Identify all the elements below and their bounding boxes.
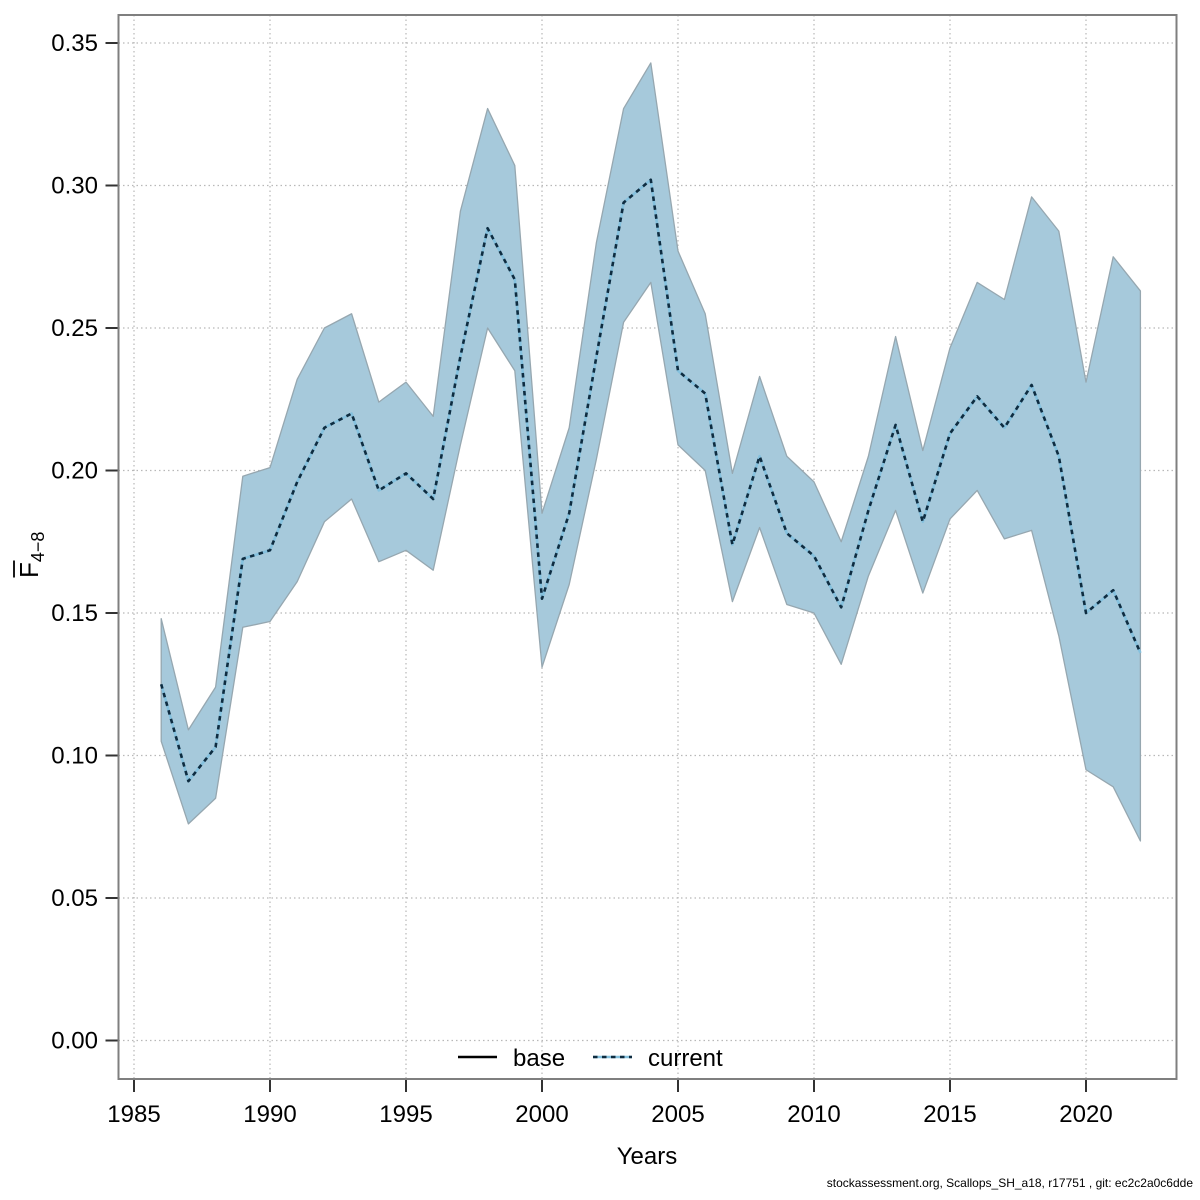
y-tick-label-0.05: 0.05 [51, 885, 98, 912]
x-tick-label-2005: 2005 [651, 1101, 704, 1128]
legend: base current [458, 1045, 723, 1072]
x-tick-label-1995: 1995 [379, 1101, 432, 1128]
legend-current-label: current [648, 1045, 723, 1072]
legend-base-label: base [513, 1045, 565, 1072]
y-axis-label: F4−8 [13, 532, 48, 578]
current-line [159, 178, 1142, 783]
y-tick-label-0.20: 0.20 [51, 458, 98, 485]
x-axis-label: Years [617, 1143, 678, 1170]
y-tick-label-0.10: 0.10 [51, 743, 98, 770]
x-tick-label-2000: 2000 [515, 1101, 568, 1128]
x-tick-label-2015: 2015 [923, 1101, 976, 1128]
y-tick-label-0.30: 0.30 [51, 173, 98, 200]
x-tick-label-2020: 2020 [1059, 1101, 1112, 1128]
y-axis-label-text: F4−8 [14, 532, 48, 578]
x-tick-label-1985: 1985 [107, 1101, 160, 1128]
plot-area: 1985 1990 1995 2000 2005 2010 2015 2020 0.00 0.05… [51, 15, 1177, 1128]
footer-caption: stockassessment.org, Scallops_SH_a18, r1… [827, 1176, 1194, 1190]
y-tick-label-0.00: 0.00 [51, 1028, 98, 1055]
y-tick-label-0.15: 0.15 [51, 600, 98, 627]
x-tick-label-1990: 1990 [243, 1101, 296, 1128]
plot-border [117, 14, 1178, 1080]
y-tick-label-0.25: 0.25 [51, 315, 98, 342]
y-tick-label-0.35: 0.35 [51, 30, 98, 57]
x-tick-label-2010: 2010 [787, 1101, 840, 1128]
